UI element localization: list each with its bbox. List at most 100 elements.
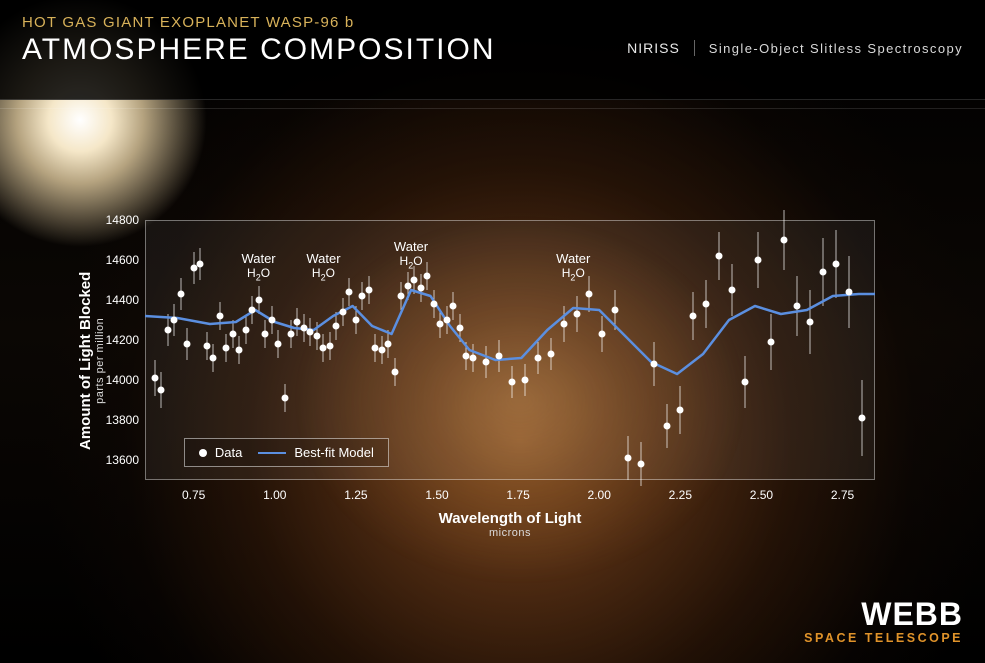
- data-point: [638, 461, 645, 468]
- data-point: [339, 309, 346, 316]
- data-point: [268, 317, 275, 324]
- data-point: [242, 327, 249, 334]
- water-annotation: WaterH2O: [229, 252, 289, 284]
- data-point: [586, 291, 593, 298]
- data-point: [703, 301, 710, 308]
- data-point: [690, 313, 697, 320]
- data-point: [833, 261, 840, 268]
- logo-sub: SPACE TELESCOPE: [804, 631, 963, 645]
- data-point: [729, 287, 736, 294]
- data-point: [164, 327, 171, 334]
- x-tick: 1.50: [417, 488, 457, 502]
- data-point: [404, 283, 411, 290]
- data-point: [411, 277, 418, 284]
- x-tick: 2.25: [660, 488, 700, 502]
- data-point: [742, 379, 749, 386]
- x-tick: 2.50: [741, 488, 781, 502]
- data-point: [664, 423, 671, 430]
- x-tick: 2.00: [579, 488, 619, 502]
- water-annotation: WaterH2O: [293, 252, 353, 284]
- data-point: [365, 287, 372, 294]
- data-point: [781, 237, 788, 244]
- data-point: [391, 369, 398, 376]
- header: HOT GAS GIANT EXOPLANET WASP-96 b ATMOSP…: [0, 0, 985, 100]
- webb-logo: WEBB SPACE TELESCOPE: [804, 600, 963, 645]
- data-point: [223, 345, 230, 352]
- data-point: [424, 273, 431, 280]
- data-point: [255, 297, 262, 304]
- data-point: [210, 355, 217, 362]
- mode-label: Single-Object Slitless Spectroscopy: [695, 41, 963, 56]
- y-tick: 14200: [89, 333, 139, 347]
- data-point: [313, 333, 320, 340]
- data-point: [333, 323, 340, 330]
- x-tick: 1.75: [498, 488, 538, 502]
- data-point: [288, 331, 295, 338]
- data-point: [385, 341, 392, 348]
- data-point: [359, 293, 366, 300]
- data-point: [203, 343, 210, 350]
- data-point: [443, 317, 450, 324]
- data-point: [755, 257, 762, 264]
- data-point: [820, 269, 827, 276]
- data-point: [573, 311, 580, 318]
- instrument-label: NIRISS: [627, 40, 695, 56]
- data-point: [859, 415, 866, 422]
- data-point: [197, 261, 204, 268]
- data-point: [249, 307, 256, 314]
- header-right: NIRISS Single-Object Slitless Spectrosco…: [627, 40, 963, 56]
- data-point: [625, 455, 632, 462]
- data-point: [352, 317, 359, 324]
- header-title: ATMOSPHERE COMPOSITION: [22, 33, 495, 67]
- data-point: [417, 285, 424, 292]
- data-point: [229, 331, 236, 338]
- data-point: [216, 313, 223, 320]
- data-point: [177, 291, 184, 298]
- data-point: [807, 319, 814, 326]
- data-point: [521, 377, 528, 384]
- data-point: [158, 387, 165, 394]
- data-point: [534, 355, 541, 362]
- y-tick: 14400: [89, 293, 139, 307]
- data-point: [151, 375, 158, 382]
- x-tick: 2.75: [823, 488, 863, 502]
- data-point: [281, 395, 288, 402]
- data-point: [346, 289, 353, 296]
- data-point: [599, 331, 606, 338]
- data-point: [456, 325, 463, 332]
- x-tick: 1.25: [336, 488, 376, 502]
- data-point: [612, 307, 619, 314]
- header-divider: [0, 108, 985, 109]
- data-point: [495, 353, 502, 360]
- y-tick: 13800: [89, 413, 139, 427]
- data-point: [768, 339, 775, 346]
- data-point: [794, 303, 801, 310]
- data-point: [236, 347, 243, 354]
- logo-main: WEBB: [804, 600, 963, 629]
- header-subtitle: HOT GAS GIANT EXOPLANET WASP-96 b: [22, 14, 495, 31]
- y-tick: 14800: [89, 213, 139, 227]
- x-tick: 0.75: [174, 488, 214, 502]
- data-point: [326, 343, 333, 350]
- data-point: [716, 253, 723, 260]
- data-point: [262, 331, 269, 338]
- data-point: [482, 359, 489, 366]
- y-tick: 14000: [89, 373, 139, 387]
- data-point: [275, 341, 282, 348]
- data-point: [677, 407, 684, 414]
- data-point: [469, 355, 476, 362]
- data-point: [450, 303, 457, 310]
- water-annotation: WaterH2O: [543, 252, 603, 284]
- data-point: [378, 347, 385, 354]
- x-tick: 1.00: [255, 488, 295, 502]
- data-point: [560, 321, 567, 328]
- water-annotation: WaterH2O: [381, 240, 441, 272]
- y-tick: 13600: [89, 453, 139, 467]
- data-point: [846, 289, 853, 296]
- figure-root: HOT GAS GIANT EXOPLANET WASP-96 b ATMOSP…: [0, 0, 985, 663]
- data-point: [398, 293, 405, 300]
- data-point: [171, 317, 178, 324]
- data-point: [508, 379, 515, 386]
- data-point: [184, 341, 191, 348]
- header-left: HOT GAS GIANT EXOPLANET WASP-96 b ATMOSP…: [22, 14, 495, 67]
